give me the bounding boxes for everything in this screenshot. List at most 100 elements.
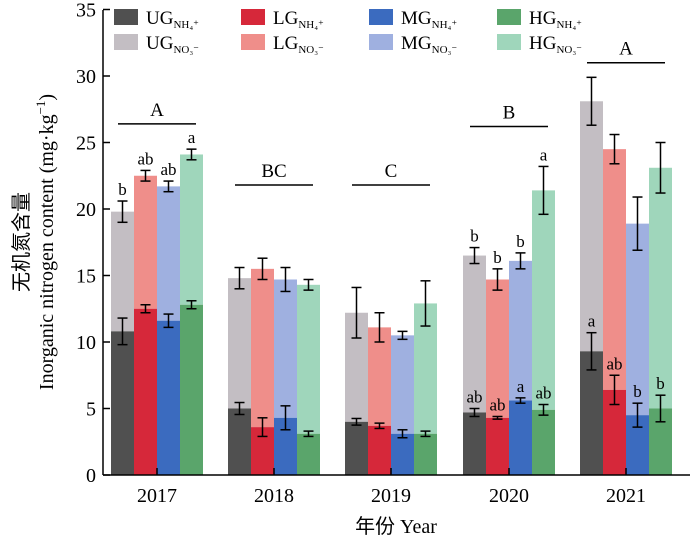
legend-label: UGNH₄⁺	[146, 8, 199, 31]
errorbar-total-ug-2018	[234, 266, 245, 290]
letter-total-lg-2020: b	[493, 248, 502, 267]
errorbar-nh4-mg-2017	[163, 313, 174, 329]
letter-total-ug-2017: b	[118, 180, 127, 199]
x-tick-label-2019: 2019	[371, 485, 411, 507]
errorbar-total-lg-2020	[492, 268, 503, 291]
legend-label-sub: NO₃⁻	[432, 44, 458, 56]
bar-no3-ug-2021	[580, 101, 603, 352]
y-tick-label-35: 35	[76, 0, 96, 22]
legend-swatch	[497, 34, 521, 50]
legend-label: LGNO₃⁻	[273, 33, 324, 56]
legend-label-sub: NH₄⁺	[298, 19, 324, 31]
bar-nh4-hg-2020	[532, 409, 555, 475]
errorbar-total-lg-2017	[140, 169, 151, 182]
errorbar-nh4-lg-2021	[609, 374, 620, 406]
errorbar-total-mg-2019	[397, 330, 408, 341]
letter-nh4-hg-2021: b	[656, 374, 665, 393]
legend-label-sub: NH₄⁺	[556, 19, 582, 31]
letter-total-mg-2020: b	[516, 232, 525, 251]
errorbar-total-ug-2021	[586, 76, 597, 126]
bar-no3-mg-2020	[509, 260, 532, 401]
bar-no3-hg-2020	[532, 190, 555, 410]
x-tick-label-2017: 2017	[137, 485, 177, 507]
legend-label: MGNO₃⁻	[401, 33, 457, 56]
bar-no3-ug-2019	[345, 312, 368, 422]
y-tick-label-0: 0	[86, 465, 96, 487]
x-tick-label-2018: 2018	[254, 485, 294, 507]
errorbar-nh4-lg-2019	[374, 422, 385, 430]
legend-swatch	[369, 9, 393, 25]
bar-no3-lg-2017	[134, 175, 157, 309]
errorbar-total-ug-2020	[469, 246, 480, 265]
legend-label: UGNO₃⁻	[146, 33, 199, 56]
bar-no3-mg-2021	[626, 223, 649, 416]
bar-nh4-ug-2020	[463, 412, 486, 475]
legend-label-sub: NH₄⁺	[432, 19, 458, 31]
letter-nh4-mg-2021: b	[633, 382, 642, 401]
legend-item-hg-no3: HGNO₃⁻	[497, 33, 582, 56]
legend-label-main: HG	[529, 33, 557, 54]
legend-label-main: LG	[273, 8, 299, 29]
legend-label: HGNO₃⁻	[529, 33, 582, 56]
bar-nh4-mg-2021	[626, 415, 649, 475]
legend-item-ug-nh4: UGNH₄⁺	[114, 8, 199, 31]
bar-no3-hg-2021	[649, 167, 672, 409]
bar-no3-lg-2021	[603, 149, 626, 390]
legend-swatch	[497, 9, 521, 25]
y-tick-label-30: 30	[76, 66, 96, 88]
errorbar-nh4-mg-2021	[632, 402, 643, 428]
errorbar-nh4-mg-2018	[280, 405, 291, 431]
legend-label-main: MG	[401, 33, 432, 54]
bar-no3-ug-2017	[111, 211, 134, 332]
bar-nh4-hg-2017	[180, 304, 203, 475]
legend-label: HGNH₄⁺	[529, 8, 582, 31]
legend-item-ug-no3: UGNO₃⁻	[114, 33, 199, 56]
legend-label-main: HG	[529, 8, 557, 29]
x-tick-label-2020: 2020	[489, 485, 529, 507]
errorbar-total-lg-2018	[257, 257, 268, 281]
errorbar-total-hg-2017	[186, 148, 197, 161]
ticks-layer: 0 5 10 15 20 25 30 35 2017 2018 2019 2020 2021	[76, 0, 646, 507]
y-axis-title-group: 无机氮含量	[10, 192, 33, 292]
bar-nh4-mg-2020	[509, 400, 532, 475]
errorbar-total-hg-2021	[655, 141, 666, 194]
legend-label-sub: NO₃⁻	[556, 44, 582, 56]
errorbar-nh4-hg-2021	[655, 394, 666, 423]
y-axis-title-cn: 无机氮含量	[10, 192, 33, 292]
errorbar-total-hg-2018	[303, 278, 314, 291]
legend-swatch	[369, 34, 393, 50]
group-letter-2017: A	[150, 100, 164, 121]
y-tick-label-5: 5	[86, 399, 96, 421]
bar-nh4-lg-2018	[251, 427, 274, 475]
errorbar-nh4-ug-2021	[586, 331, 597, 371]
legend-swatch	[114, 34, 138, 50]
y-tick-label-25: 25	[76, 133, 96, 155]
axes-layer	[102, 10, 690, 476]
errorbar-total-mg-2018	[280, 266, 291, 293]
errorbar-nh4-ug-2017	[117, 317, 128, 346]
bar-nh4-hg-2018	[297, 433, 320, 475]
bar-no3-mg-2018	[274, 279, 297, 418]
errorbar-total-ug-2019	[351, 286, 362, 339]
bars-layer	[111, 101, 672, 475]
bar-no3-mg-2019	[391, 335, 414, 434]
letter-total-lg-2017: ab	[137, 149, 153, 168]
legend: UGNH₄⁺ LGNH₄⁺ MGNH₄⁺ HGNH₄⁺UGNO₃⁻ LGNO₃⁻ MGNO…	[114, 8, 582, 56]
errorbar-total-hg-2020	[538, 165, 549, 216]
bar-no3-ug-2020	[463, 255, 486, 413]
letter-nh4-mg-2020: a	[517, 377, 525, 396]
legend-label: MGNH₄⁺	[401, 8, 457, 31]
errorbar-nh4-hg-2019	[420, 430, 431, 438]
errorbar-total-mg-2021	[632, 196, 643, 251]
errorbar-nh4-mg-2019	[397, 429, 408, 439]
errorbar-nh4-mg-2020	[515, 397, 526, 404]
letter-nh4-hg-2020: ab	[535, 384, 551, 403]
group-letter-2020: B	[503, 103, 516, 124]
errorbar-total-mg-2020	[515, 252, 526, 270]
bar-no3-hg-2017	[180, 154, 203, 305]
bar-nh4-mg-2019	[391, 433, 414, 475]
bar-nh4-lg-2021	[603, 389, 626, 475]
legend-item-hg-nh4: HGNH₄⁺	[497, 8, 582, 31]
legend-item-lg-nh4: LGNH₄⁺	[241, 8, 324, 31]
letter-total-hg-2017: a	[188, 128, 196, 147]
